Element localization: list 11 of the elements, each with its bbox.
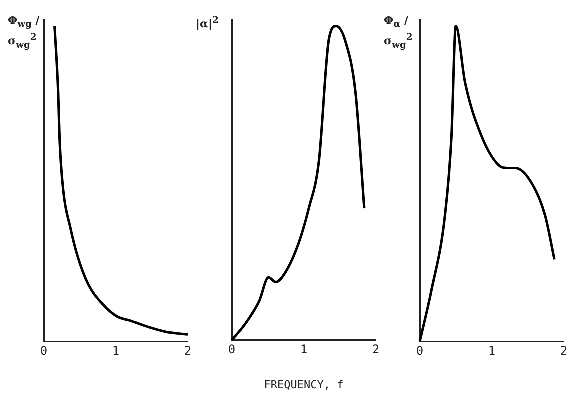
x-tick-label: 1	[112, 344, 120, 358]
y-axis-title: |α|$^{2}$	[196, 14, 220, 31]
x-tick-label: 1	[300, 342, 308, 357]
x-tick-label: 0	[40, 344, 48, 358]
x-tick-label: 0	[228, 342, 236, 357]
x-tick-label: 2	[372, 342, 380, 357]
x-tick-label: 0	[416, 344, 424, 358]
x-axis-title: FREQUENCY, f	[264, 378, 344, 392]
x-tick-label: 2	[560, 344, 568, 358]
x-tick-label: 1	[488, 344, 496, 358]
x-tick-label: 2	[184, 344, 192, 358]
